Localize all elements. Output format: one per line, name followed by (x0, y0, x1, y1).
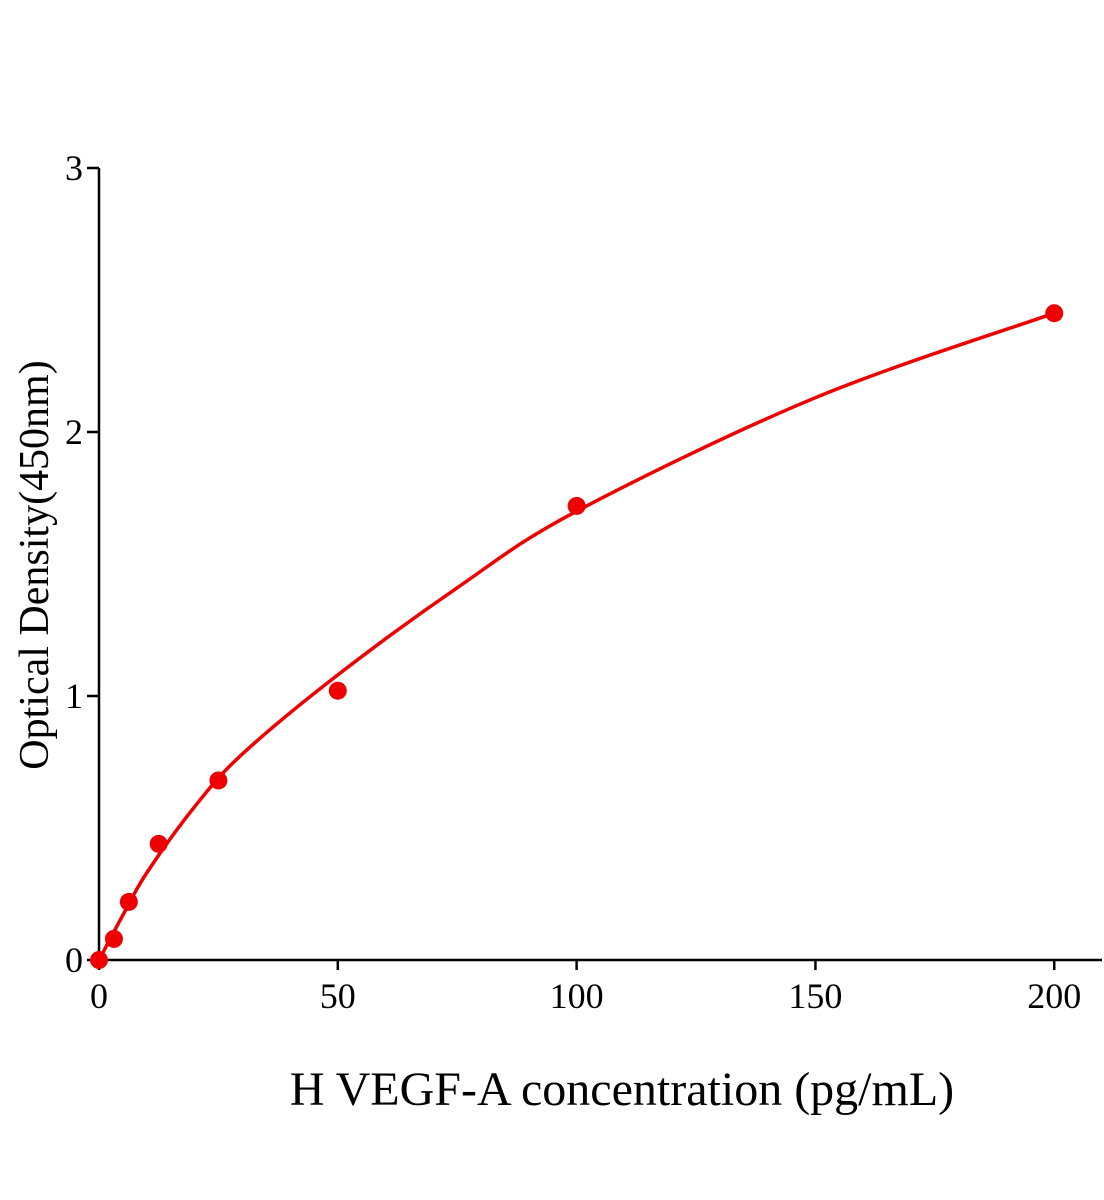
data-point (149, 834, 168, 853)
y-tick-label: 2 (65, 412, 83, 452)
data-point (1045, 304, 1064, 323)
x-tick-label: 50 (320, 976, 356, 1016)
x-tick-label: 150 (788, 976, 842, 1016)
y-axis-title: Optical Density(450nm) (12, 360, 58, 769)
x-tick-label: 0 (90, 976, 108, 1016)
data-point (567, 496, 586, 515)
x-tick-label: 100 (550, 976, 604, 1016)
data-point (209, 771, 228, 790)
y-tick-label: 1 (65, 676, 83, 716)
fit-curve (97, 311, 1055, 961)
y-tick-label: 0 (65, 940, 83, 980)
data-point (90, 951, 108, 969)
x-tick-label: 200 (1027, 976, 1081, 1016)
x-axis-title: H VEGF-A concentration (pg/mL) (290, 1063, 954, 1116)
data-point (328, 681, 347, 700)
data-point (104, 929, 123, 948)
y-tick-label: 3 (65, 148, 83, 188)
data-point (119, 892, 138, 911)
